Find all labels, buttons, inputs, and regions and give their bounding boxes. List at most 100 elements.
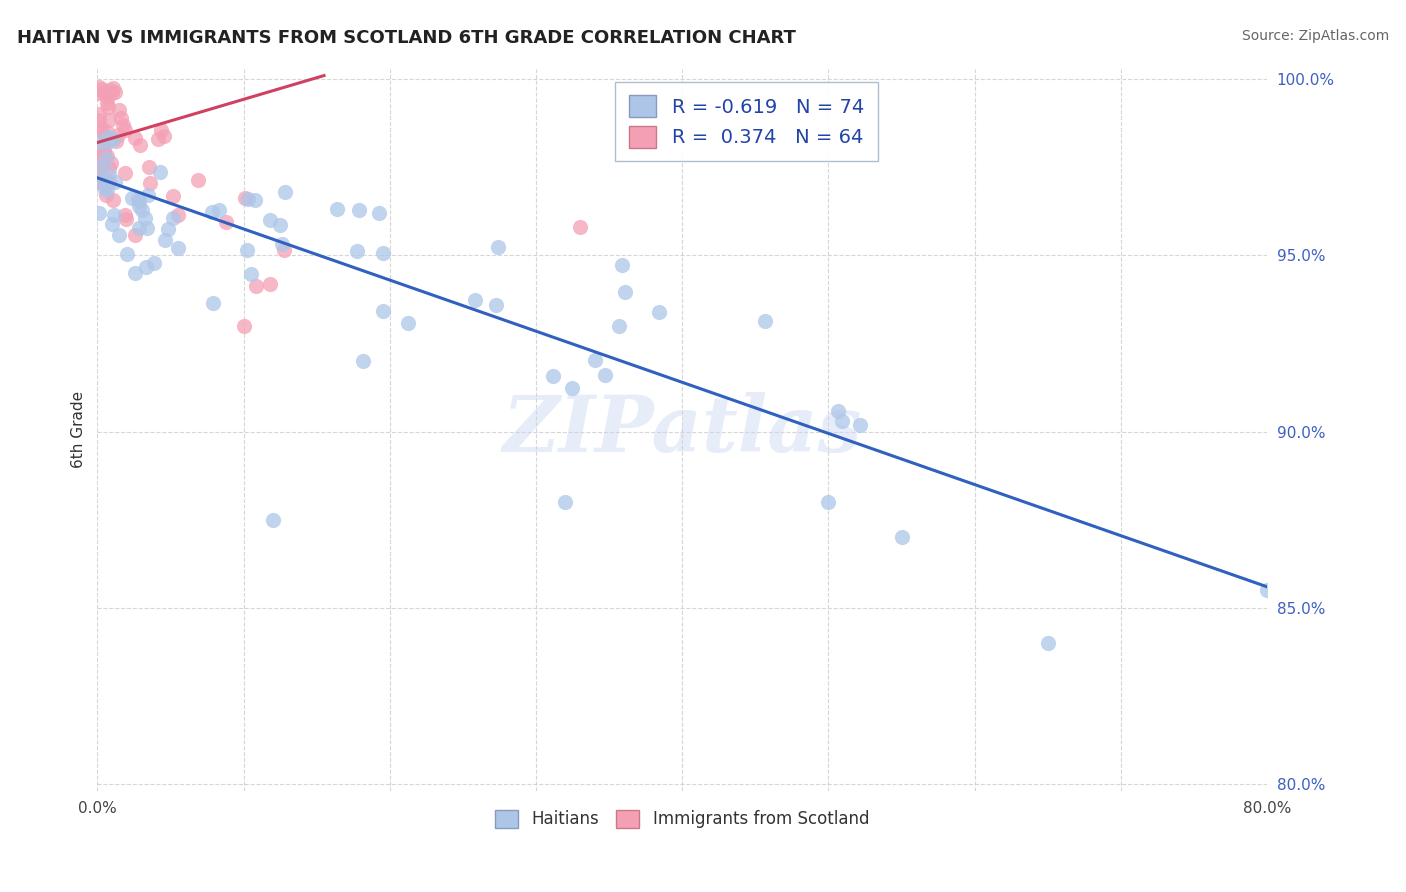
Point — [103, 132, 125, 146]
Point — [647, 305, 669, 319]
Point — [153, 233, 176, 247]
Point — [245, 279, 267, 293]
Point — [890, 531, 912, 545]
Point — [238, 192, 260, 206]
Legend: Haitians, Immigrants from Scotland: Haitians, Immigrants from Scotland — [488, 803, 876, 835]
Point — [270, 236, 292, 251]
Point — [162, 189, 184, 203]
Text: HAITIAN VS IMMIGRANTS FROM SCOTLAND 6TH GRADE CORRELATION CHART: HAITIAN VS IMMIGRANTS FROM SCOTLAND 6TH … — [17, 29, 796, 46]
Point — [89, 79, 111, 94]
Point — [128, 221, 150, 235]
Point — [114, 208, 136, 222]
Point — [87, 175, 110, 189]
Point — [149, 165, 172, 179]
Point — [96, 90, 118, 104]
Text: Source: ZipAtlas.com: Source: ZipAtlas.com — [1241, 29, 1389, 43]
Point — [135, 260, 157, 275]
Point — [98, 167, 121, 181]
Point — [347, 202, 370, 217]
Point — [464, 293, 486, 307]
Point — [86, 170, 108, 185]
Point — [754, 314, 776, 328]
Point — [202, 296, 225, 310]
Point — [96, 183, 118, 197]
Point — [96, 96, 118, 111]
Point — [94, 152, 117, 166]
Point — [101, 132, 124, 146]
Point — [352, 354, 374, 368]
Point — [93, 87, 115, 101]
Point — [107, 128, 129, 142]
Point — [1256, 583, 1278, 598]
Point — [124, 266, 146, 280]
Point — [149, 122, 172, 136]
Point — [89, 113, 111, 128]
Point — [153, 128, 176, 143]
Point — [486, 240, 509, 254]
Point — [93, 145, 115, 159]
Point — [1036, 636, 1059, 650]
Point — [485, 298, 508, 312]
Point — [97, 113, 120, 128]
Point — [108, 103, 131, 118]
Point — [142, 256, 165, 270]
Point — [187, 173, 209, 187]
Point — [111, 118, 134, 132]
Point — [97, 161, 120, 175]
Point — [613, 285, 636, 299]
Point — [235, 243, 257, 257]
Point — [96, 149, 118, 163]
Point — [157, 222, 180, 236]
Point — [87, 160, 110, 174]
Point — [114, 166, 136, 180]
Point — [138, 160, 160, 174]
Point — [110, 111, 132, 125]
Point — [87, 135, 110, 149]
Point — [128, 194, 150, 208]
Point — [104, 134, 127, 148]
Point — [262, 513, 284, 527]
Point — [568, 220, 591, 235]
Point — [91, 153, 114, 167]
Point — [138, 176, 160, 190]
Point — [167, 208, 190, 222]
Point — [104, 175, 127, 189]
Point — [124, 130, 146, 145]
Point — [128, 137, 150, 152]
Point — [371, 303, 394, 318]
Point — [593, 368, 616, 383]
Point — [101, 80, 124, 95]
Point — [543, 369, 565, 384]
Point — [86, 165, 108, 179]
Point — [136, 187, 159, 202]
Point — [346, 244, 368, 259]
Point — [326, 202, 349, 217]
Point — [115, 211, 138, 226]
Point — [98, 175, 121, 189]
Point — [115, 247, 138, 261]
Point — [87, 206, 110, 220]
Point — [240, 267, 263, 281]
Point — [273, 243, 295, 257]
Point — [87, 86, 110, 100]
Point — [269, 218, 291, 232]
Point — [101, 217, 124, 231]
Point — [94, 188, 117, 202]
Point — [201, 205, 224, 219]
Point — [101, 87, 124, 101]
Point — [90, 121, 112, 136]
Point — [124, 227, 146, 242]
Point — [87, 122, 110, 136]
Point — [831, 414, 853, 428]
Point — [259, 277, 281, 291]
Text: ZIPatlas: ZIPatlas — [502, 392, 862, 468]
Point — [90, 175, 112, 189]
Point — [167, 241, 190, 255]
Point — [135, 220, 157, 235]
Point — [97, 135, 120, 149]
Point — [114, 123, 136, 137]
Point — [98, 83, 121, 97]
Point — [93, 139, 115, 153]
Point — [848, 418, 870, 433]
Point — [96, 125, 118, 139]
